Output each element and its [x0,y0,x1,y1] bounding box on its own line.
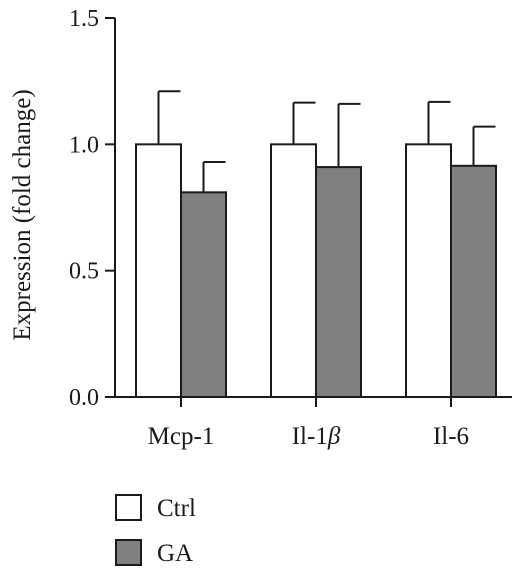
y-axis-label: Expression (fold change) [9,89,36,340]
x-tick-label: Il-1β [292,423,341,450]
bars [135,90,497,398]
bar-ctrl-il-6 [405,143,452,398]
legend-label-ga: GA [157,540,193,567]
y-tick-label: 0.0 [69,385,99,411]
legend-label-ctrl: Ctrl [157,495,196,522]
y-tick-label: 1.0 [69,132,99,158]
bar-ctrl-mcp-1 [135,143,182,398]
bar-ga-il-6 [450,164,497,398]
y-tick-label: 0.5 [69,259,99,285]
bar-ctrl-il-1 [270,143,317,398]
bar-ga-mcp-1 [180,191,227,398]
y-tick-label: 1.5 [69,6,99,32]
x-tick-label: Il-6 [433,423,469,450]
x-axis: Mcp-1 Il-1β Il-6 [115,396,512,450]
bar-ga-il-1 [315,166,362,398]
legend: Ctrl GA [115,494,196,567]
y-axis: 0.0 0.5 1.0 1.5 [69,6,116,411]
legend-swatch-ga [115,539,142,566]
legend-swatch-ctrl [115,494,142,521]
x-tick-label: Mcp-1 [148,423,215,450]
